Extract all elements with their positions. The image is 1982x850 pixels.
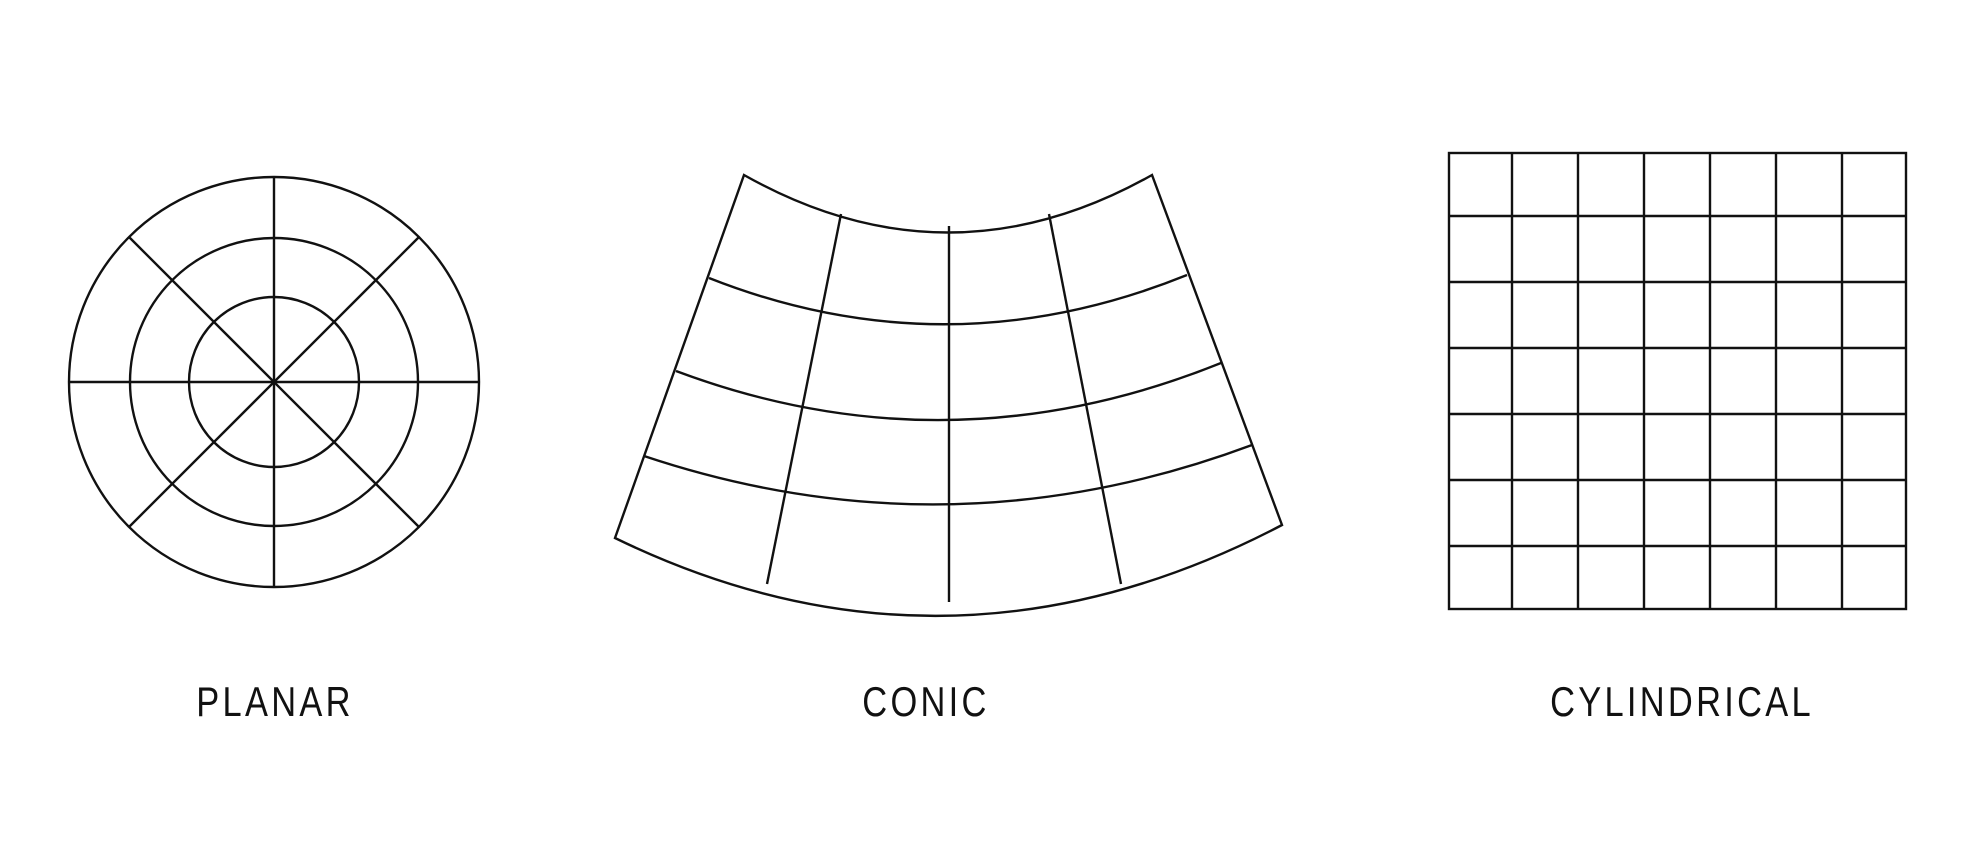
planar-diagonal-line xyxy=(128,236,420,528)
conic-parallel-arc xyxy=(708,273,1188,326)
conic-meridian-line xyxy=(765,213,843,585)
conic-projection-figure xyxy=(613,173,1284,618)
planar-projection-figure xyxy=(67,175,481,589)
conic-meridian-line xyxy=(1047,213,1123,585)
cylindrical-projection-figure xyxy=(1447,151,1908,611)
cylindrical-label: CYLINDRICAL xyxy=(1550,678,1814,725)
cylindrical-outline xyxy=(1447,151,1908,611)
conic-label: CONIC xyxy=(862,678,990,725)
planar-label: PLANAR xyxy=(196,678,354,725)
conic-outline xyxy=(613,173,1284,618)
